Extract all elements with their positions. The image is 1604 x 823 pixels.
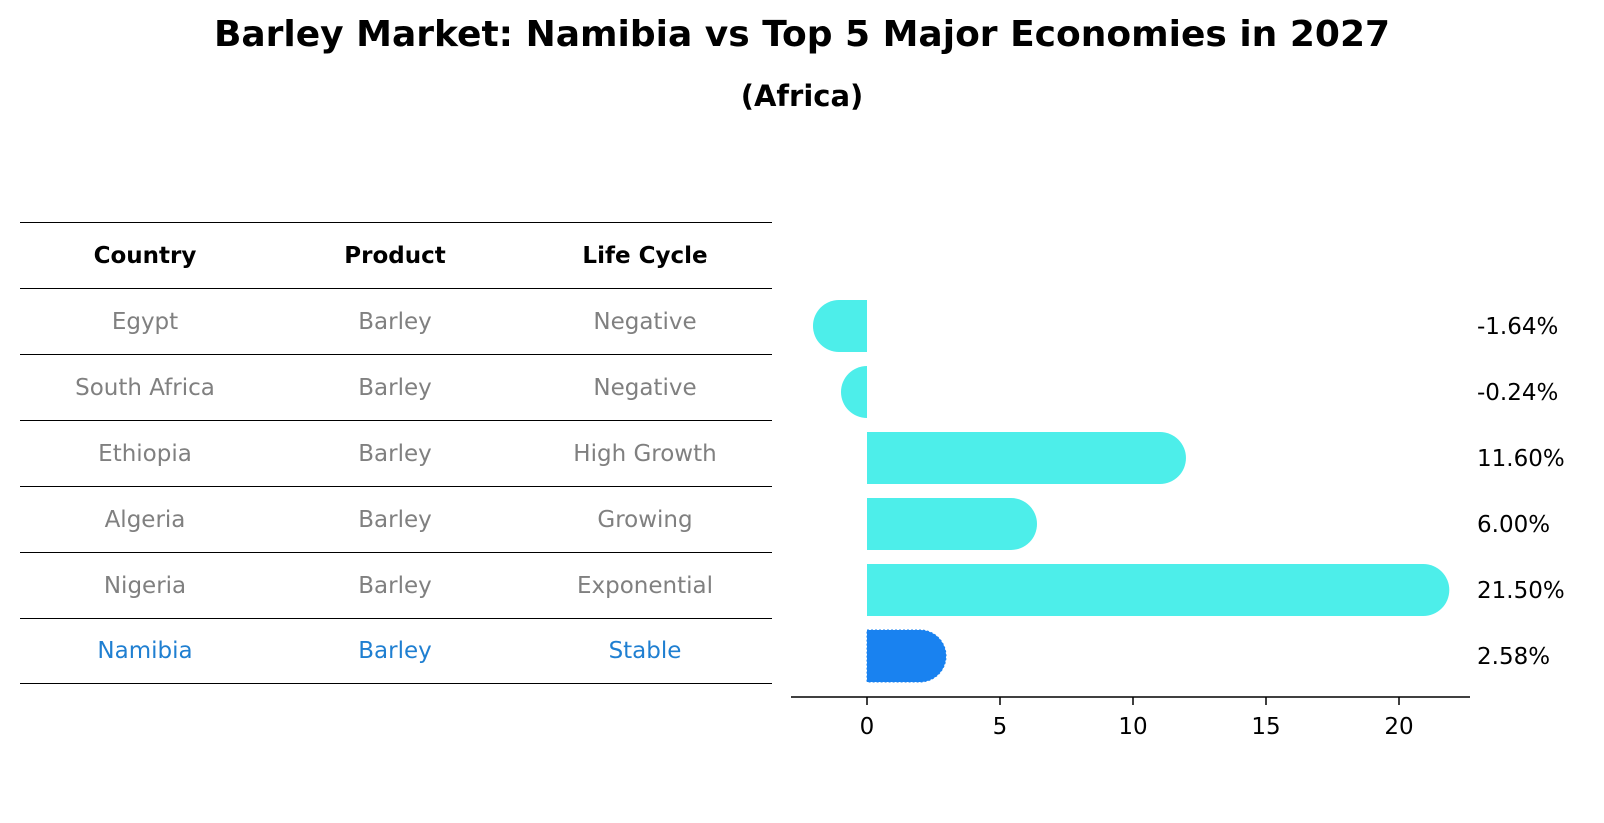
x-tick-label: 20 (1384, 714, 1413, 740)
life-cycle-cell: Growing (597, 506, 693, 533)
bar (812, 300, 867, 352)
bar (867, 498, 1037, 550)
table-header-row: Country Product Life Cycle (20, 222, 772, 288)
country-cell: Egypt (111, 308, 179, 335)
table-row: South Africa Barley Negative (20, 354, 772, 420)
country-cell: Algeria (104, 506, 186, 533)
bar-highlight (866, 629, 947, 683)
x-tick-label: 5 (993, 714, 1008, 740)
value-label: 2.58% (1477, 644, 1550, 670)
x-tick-label: 15 (1251, 714, 1280, 740)
chart-subtitle: (Africa) (740, 79, 864, 113)
product-cell: Barley (358, 572, 432, 599)
value-label: -0.24% (1477, 380, 1558, 406)
country-cell: Namibia (97, 638, 193, 664)
table-row-highlight: Namibia Barley Stable (20, 618, 772, 684)
product-cell: Barley (358, 308, 432, 335)
bar (867, 432, 1186, 484)
header-country: Country (93, 242, 197, 269)
data-table: Country Product Life Cycle Egypt Barley … (20, 222, 772, 684)
country-cell: Ethiopia (98, 440, 192, 467)
table-row: Ethiopia Barley High Growth (20, 420, 772, 486)
x-tick-label: 10 (1118, 714, 1147, 740)
life-cycle-cell: Stable (608, 638, 682, 664)
life-cycle-cell: Negative (593, 374, 697, 401)
country-cell: Nigeria (103, 572, 187, 599)
header-product: Product (344, 242, 446, 269)
value-label: 6.00% (1477, 512, 1550, 538)
country-cell: South Africa (75, 374, 215, 401)
table-row: Nigeria Barley Exponential (20, 552, 772, 618)
product-cell: Barley (358, 440, 432, 467)
product-cell: Barley (358, 638, 432, 664)
life-cycle-cell: High Growth (573, 440, 717, 467)
life-cycle-cell: Negative (593, 308, 697, 335)
value-label: 11.60% (1477, 446, 1565, 472)
table-row: Egypt Barley Negative (20, 288, 772, 354)
value-label: -1.64% (1477, 314, 1558, 340)
chart-title: Barley Market: Namibia vs Top 5 Major Ec… (213, 14, 1391, 55)
header-life-cycle: Life Cycle (582, 242, 708, 269)
x-tick-label: 0 (860, 714, 875, 740)
bar (867, 564, 1450, 616)
table-row: Algeria Barley Growing (20, 486, 772, 552)
life-cycle-cell: Exponential (576, 572, 713, 599)
product-cell: Barley (358, 374, 432, 401)
value-label: 21.50% (1477, 578, 1565, 604)
bar (841, 366, 867, 418)
product-cell: Barley (358, 506, 432, 533)
